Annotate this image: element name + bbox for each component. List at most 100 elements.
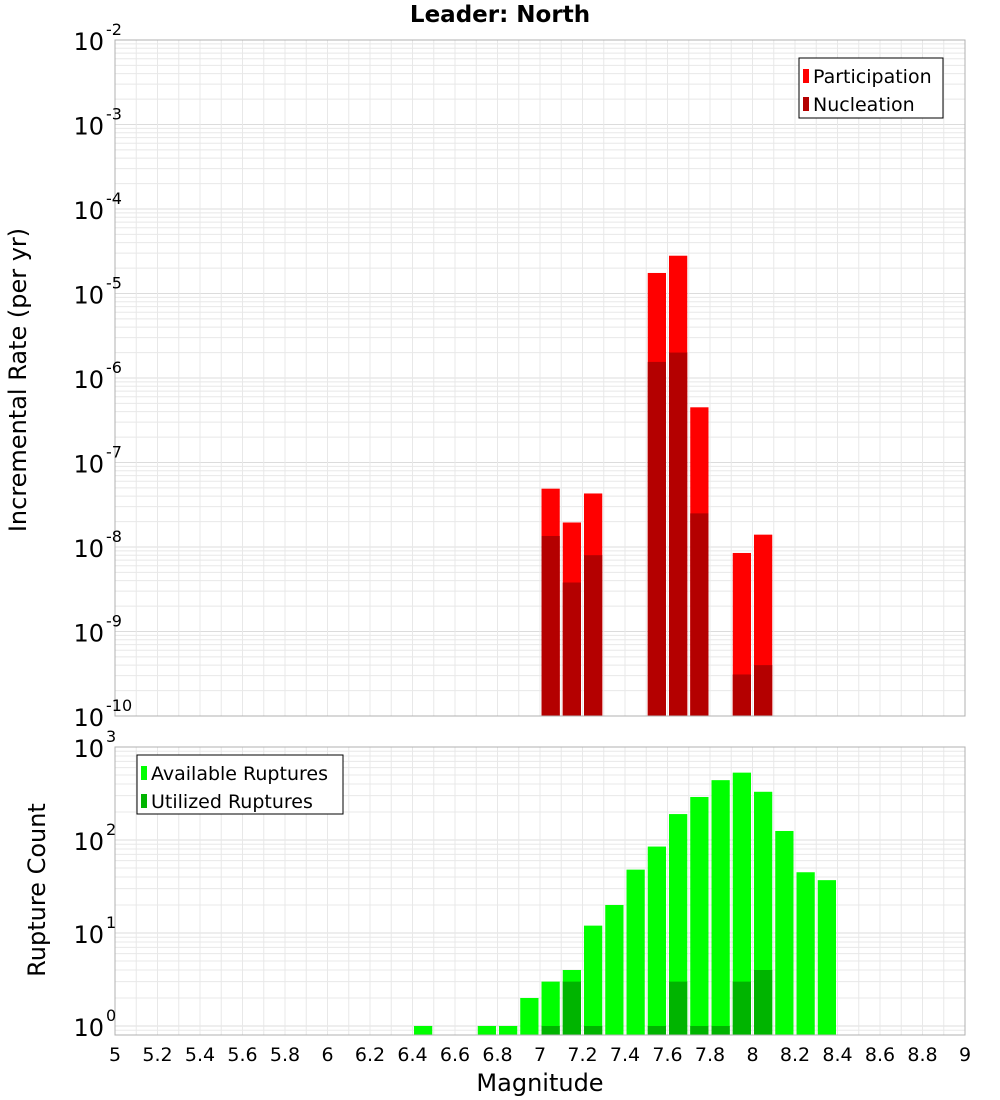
x-tick-label: 9 — [959, 1044, 971, 1066]
y-tick-label: 10 — [73, 197, 104, 225]
x-tick-label: 8.2 — [780, 1044, 810, 1066]
bar — [732, 772, 751, 1035]
x-axis-ticks: 5 5.2 5.4 5.6 5.8 6 6.2 6.4 6.6 6.8 7 7.2 7.4 7.6 7.8 8… — [109, 1044, 971, 1066]
legend: Participation Nucleation — [798, 57, 944, 119]
bar — [541, 1025, 560, 1035]
y-tick-label: 10 — [73, 113, 104, 141]
bar — [690, 796, 709, 1035]
bar — [584, 925, 603, 1035]
y-tick-label: 10 — [73, 451, 104, 479]
x-tick-label: 7.8 — [695, 1044, 725, 1066]
x-tick-label: 5.8 — [270, 1044, 300, 1066]
bar — [626, 869, 645, 1035]
y-tick-exponent: 1 — [106, 913, 116, 932]
bar — [732, 981, 751, 1035]
y-tick-exponent: -4 — [106, 189, 122, 208]
plot-frame — [114, 746, 966, 1036]
x-tick-label: 7 — [534, 1044, 546, 1066]
legend-swatch — [803, 97, 809, 111]
x-tick-label: 5.4 — [185, 1044, 215, 1066]
plot-frame — [114, 39, 966, 717]
chart-title: Leader: North — [410, 2, 590, 28]
bar — [711, 1025, 730, 1035]
legend-box — [136, 754, 344, 815]
y-tick-exponent: -5 — [106, 274, 122, 293]
bar — [541, 535, 560, 716]
y-tick-exponent: 3 — [106, 727, 116, 746]
x-tick-label: 6 — [321, 1044, 333, 1066]
y-tick-label: 10 — [73, 1014, 104, 1042]
x-tick-label: 5.6 — [227, 1044, 257, 1066]
count-panel-ylabel: Rupture Count — [23, 803, 51, 977]
y-tick-exponent: -2 — [106, 20, 122, 39]
legend-label: Nucleation — [813, 94, 915, 116]
x-tick-label: 7.6 — [652, 1044, 682, 1066]
bar — [584, 1025, 603, 1035]
y-tick-label: 10 — [73, 704, 104, 732]
x-tick-label: 8 — [746, 1044, 758, 1066]
x-tick-label: 5 — [109, 1044, 121, 1066]
legend: Available Ruptures Utilized Ruptures — [136, 754, 344, 815]
bar — [605, 904, 624, 1035]
legend-label: Utilized Ruptures — [151, 791, 313, 813]
grid — [114, 40, 966, 717]
bar — [562, 981, 581, 1035]
legend-swatch — [803, 69, 809, 83]
bar — [754, 969, 773, 1035]
bar — [647, 846, 666, 1035]
legend-label: Participation — [813, 66, 932, 88]
y-tick-exponent: -3 — [106, 105, 122, 124]
bar — [796, 872, 815, 1035]
legend-label: Available Ruptures — [151, 763, 328, 785]
bar — [541, 981, 560, 1035]
x-tick-label: 8.8 — [907, 1044, 937, 1066]
bar — [520, 997, 539, 1035]
y-tick-label: 10 — [73, 366, 104, 394]
x-tick-label: 7.2 — [567, 1044, 597, 1066]
bar — [817, 880, 836, 1035]
bar — [584, 555, 603, 716]
x-tick-label: 6.2 — [355, 1044, 385, 1066]
y-tick-label: 10 — [73, 921, 104, 949]
x-tick-label: 6.6 — [440, 1044, 470, 1066]
bar — [499, 1025, 518, 1035]
y-tick-label: 10 — [73, 828, 104, 856]
bar — [690, 513, 709, 716]
legend-swatch — [141, 794, 147, 808]
x-tick-label: 6.4 — [397, 1044, 427, 1066]
rate-panel-ylabel: Incremental Rate (per yr) — [4, 228, 32, 532]
legend-swatch — [141, 766, 147, 780]
bar — [669, 352, 688, 716]
y-tick-label: 10 — [73, 620, 104, 648]
bar — [732, 674, 751, 716]
x-tick-label: 7.4 — [610, 1044, 640, 1066]
bar — [562, 582, 581, 716]
bar — [754, 665, 773, 716]
bar — [477, 1025, 496, 1035]
series-utilized-ruptures — [541, 969, 773, 1035]
y-tick-exponent: 0 — [106, 1006, 116, 1025]
legend-box — [798, 57, 944, 119]
y-tick-exponent: -8 — [106, 527, 122, 546]
y-tick-exponent: -10 — [106, 696, 132, 715]
bar — [414, 1025, 433, 1035]
y-tick-label: 10 — [73, 28, 104, 56]
y-tick-exponent: -6 — [106, 358, 122, 377]
bar — [775, 830, 794, 1035]
y-tick-exponent: -9 — [106, 612, 122, 631]
y-tick-exponent: 2 — [106, 820, 116, 839]
y-tick-label: 10 — [73, 535, 104, 563]
x-axis-label: Magnitude — [476, 1069, 603, 1097]
x-tick-label: 6.8 — [482, 1044, 512, 1066]
y-tick-label: 10 — [73, 735, 104, 763]
y-tick-exponent: -7 — [106, 443, 122, 462]
x-tick-label: 5.2 — [142, 1044, 172, 1066]
bar — [711, 780, 730, 1035]
bar — [647, 1025, 666, 1035]
y-tick-label: 10 — [73, 282, 104, 310]
bar — [690, 1025, 709, 1035]
